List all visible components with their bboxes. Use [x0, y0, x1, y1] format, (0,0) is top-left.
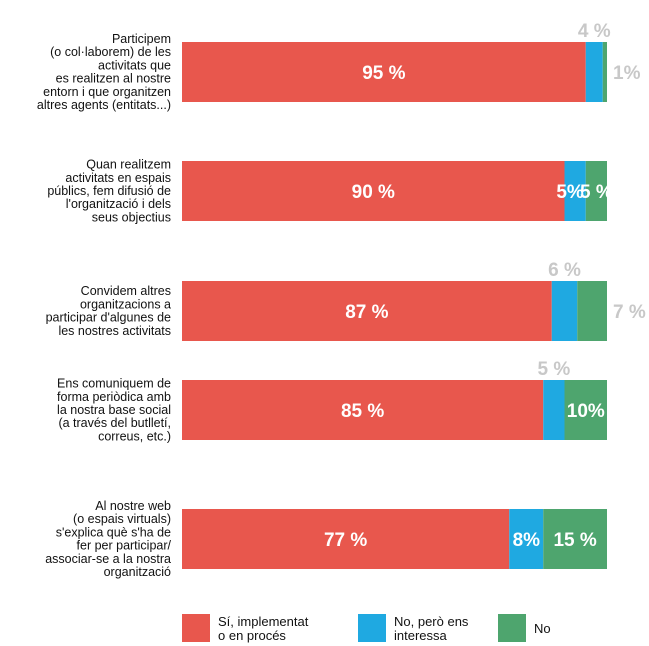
value-label: 15 %: [553, 530, 596, 551]
category-label: es realitzen al nostre: [56, 72, 171, 86]
category-label: correus, etc.): [98, 429, 171, 443]
category-label: participar d'algunes de: [46, 311, 171, 325]
value-label: 85 %: [341, 401, 384, 422]
value-label: 6 %: [548, 260, 581, 281]
bar-segment: [602, 42, 607, 102]
legend-label: Sí, implementat: [218, 614, 309, 629]
value-label: 5 %: [538, 359, 571, 380]
category-label: Participem: [112, 32, 171, 46]
bar-segment: [182, 509, 510, 569]
legend-swatch: [498, 614, 526, 642]
value-label: 90 %: [352, 182, 395, 203]
category-label: Quan realitzem: [86, 158, 171, 172]
bar-segment: [182, 161, 565, 221]
bar-segment: [509, 509, 544, 569]
category-label: entorn i que organitzen: [43, 85, 171, 99]
value-label: 8%: [513, 530, 541, 551]
category-label: associar-se a la nostra: [45, 552, 171, 566]
bar-segment: [182, 281, 552, 341]
bar-segment: [182, 380, 544, 440]
bar-segment: [182, 42, 586, 102]
legend-label: o en procés: [218, 628, 286, 643]
category-label: activitats en espais: [65, 171, 171, 185]
category-label: forma periòdica amb: [57, 390, 171, 404]
legend-label: No, però ens: [394, 614, 469, 629]
category-label: seus objectius: [92, 210, 171, 224]
legend-swatch: [182, 614, 210, 642]
bar-segment: [577, 281, 607, 341]
category-label: organitzacions a: [80, 297, 171, 311]
category-label: Ens comuniquem de: [57, 377, 171, 391]
category-label: Al nostre web: [95, 499, 171, 513]
category-label: públics, fem difusió de: [47, 184, 171, 198]
category-label: (o col·laborem) de les: [50, 45, 171, 59]
category-label: (a través del butlletí,: [58, 416, 171, 430]
category-label: (o espais virtuals): [73, 512, 171, 526]
bar-segment: [543, 509, 607, 569]
value-label: 77 %: [324, 530, 367, 551]
legend-label: interessa: [394, 628, 448, 643]
value-label: 4 %: [578, 21, 611, 42]
category-label: activitats que: [98, 58, 171, 72]
category-label: s'explica què s'ha de: [56, 525, 171, 539]
bar-segment: [551, 281, 578, 341]
bar-segment: [585, 161, 607, 221]
category-label: les nostres activitats: [58, 324, 171, 338]
category-label: la nostra base social: [57, 403, 171, 417]
value-label: 10%: [567, 401, 605, 422]
legend-swatch: [358, 614, 386, 642]
category-label: fer per participar/: [77, 539, 172, 553]
category-label: l'organització i dels: [66, 197, 171, 211]
category-label: altres agents (entitats...): [37, 98, 171, 112]
value-label: 1%: [613, 63, 641, 84]
category-label: Convidem altres: [81, 284, 171, 298]
value-label: 95 %: [362, 63, 405, 84]
category-label: organització: [104, 565, 171, 579]
value-label: 5 %: [580, 182, 613, 203]
value-label: 7 %: [613, 302, 646, 323]
value-label: 5%: [556, 182, 584, 203]
legend-label: No: [534, 621, 551, 636]
bar-segment: [564, 161, 586, 221]
bar-segment: [585, 42, 603, 102]
bar-segment: [543, 380, 565, 440]
bar-segment: [564, 380, 607, 440]
value-label: 87 %: [345, 302, 388, 323]
